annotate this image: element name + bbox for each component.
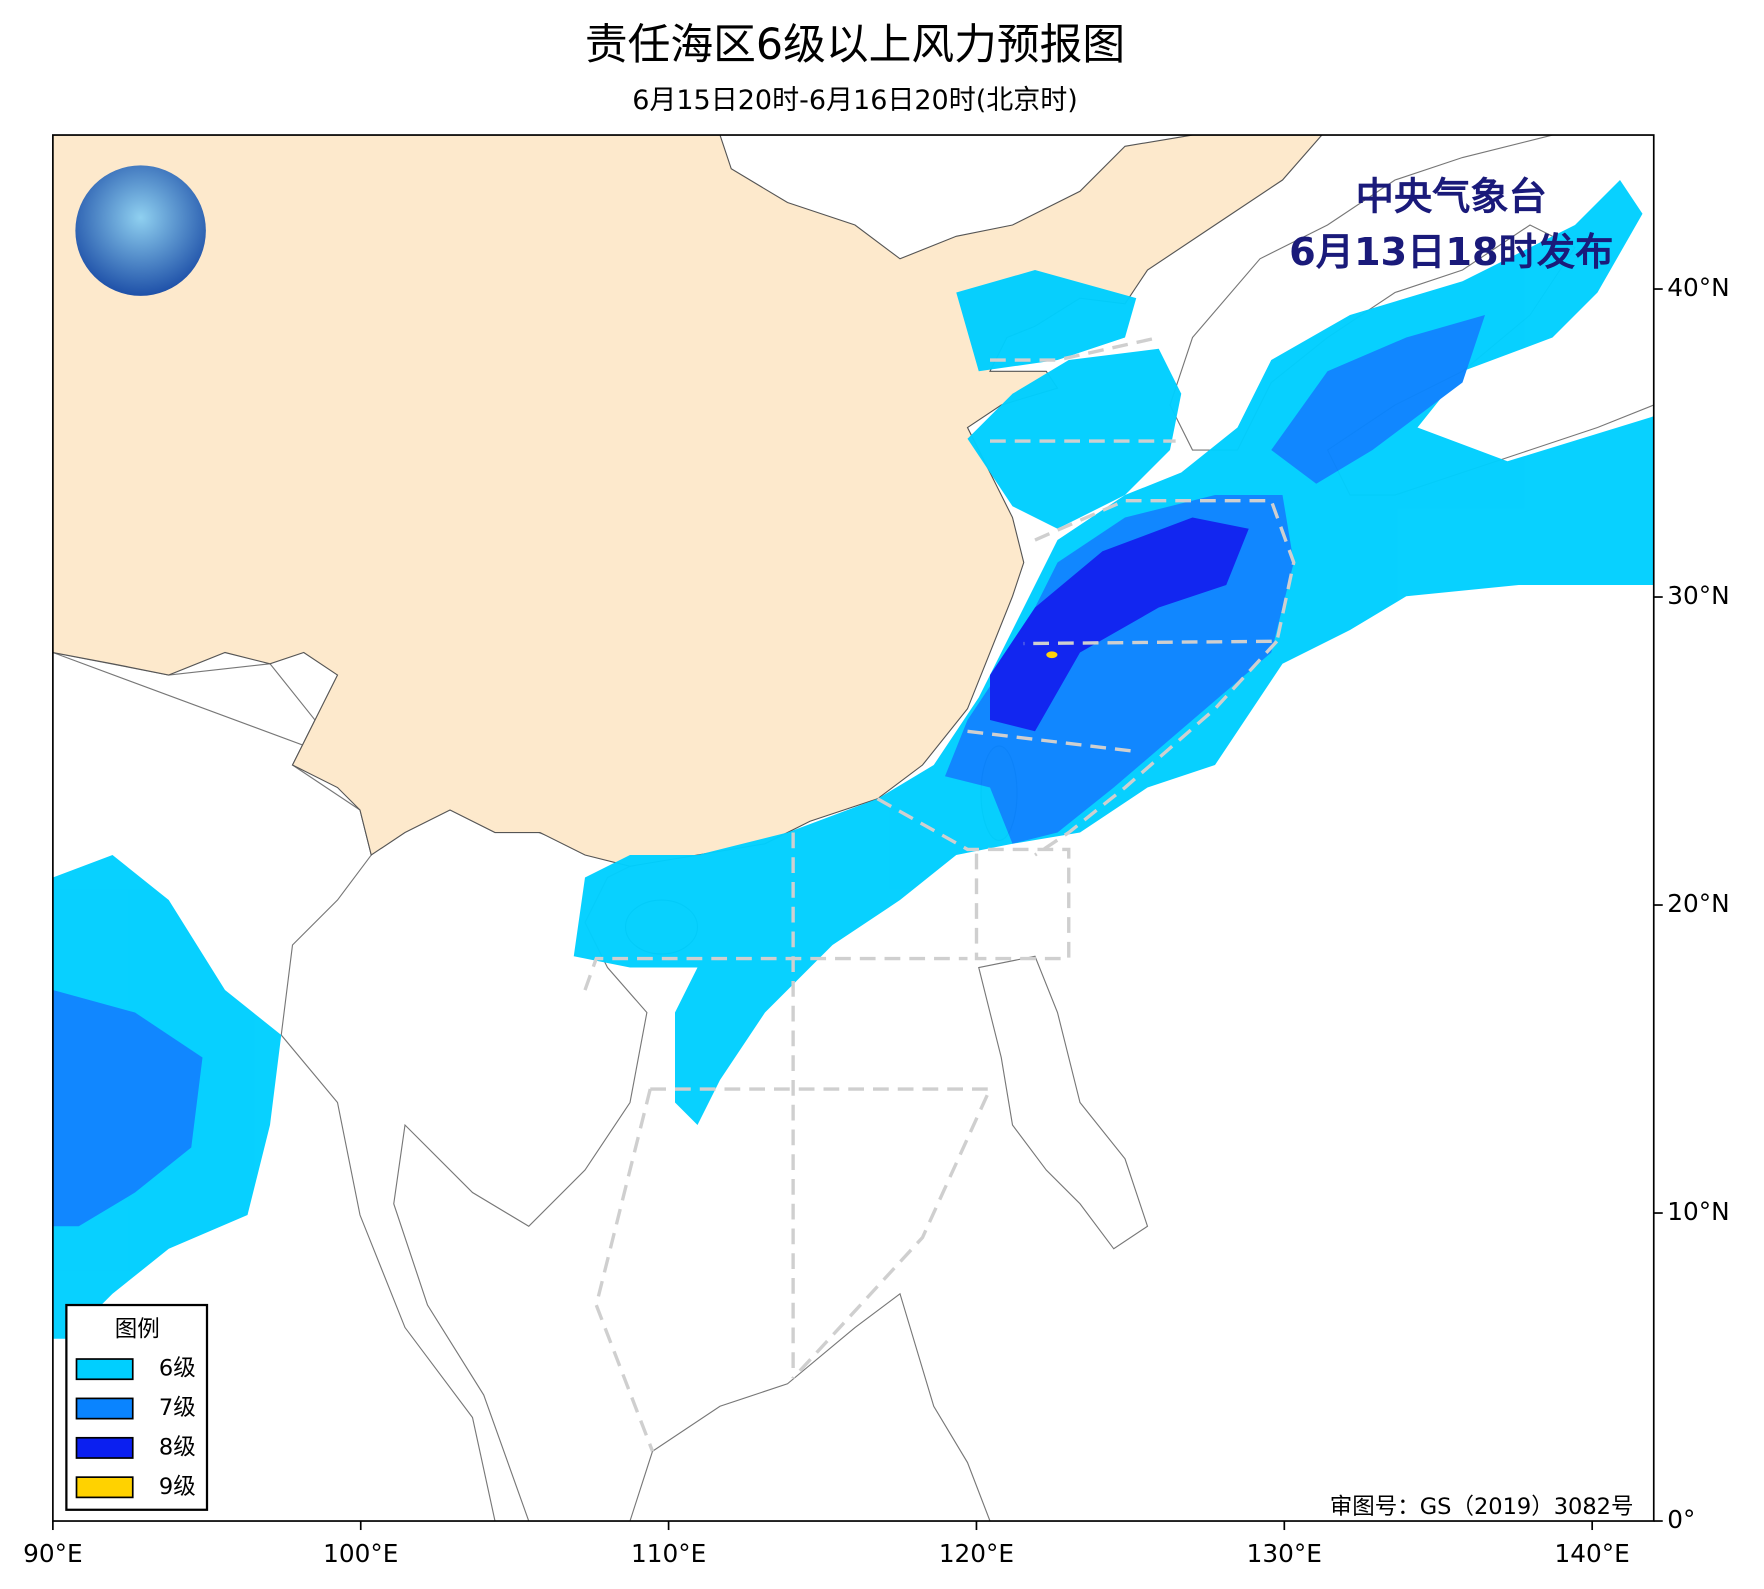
- land-outline: [629, 1292, 991, 1522]
- legend-label: 7级: [159, 1395, 196, 1421]
- x-tick-label: 140°E: [1555, 1539, 1630, 1568]
- title: 责任海区6级以上风力预报图: [585, 20, 1125, 70]
- legend-swatch: [75, 1476, 134, 1499]
- land-outline: [978, 955, 1149, 1250]
- subtitle: 6月15日20时-6月16日20时(北京时): [632, 85, 1078, 116]
- wind-7: [52, 990, 203, 1227]
- y-tick-label: 40°N: [1667, 273, 1729, 302]
- legend-swatch: [75, 1358, 134, 1381]
- map-frame: [52, 134, 1655, 1522]
- wind-7: [1271, 315, 1485, 484]
- wind-8: [990, 517, 1249, 732]
- wind-6: [967, 348, 1182, 529]
- wind-areas: [52, 180, 1654, 1339]
- legend-label: 6级: [159, 1356, 196, 1382]
- wind-9: [1046, 651, 1058, 659]
- legend-swatch: [75, 1397, 134, 1420]
- sea-area-boundaries: [583, 335, 1296, 1452]
- y-tick-label: 30°N: [1667, 581, 1729, 610]
- y-tick-label: 20°N: [1667, 889, 1729, 918]
- x-tick-label: 100°E: [323, 1539, 398, 1568]
- issuer: 中央气象台: [1356, 175, 1547, 220]
- legend-swatch: [75, 1436, 134, 1459]
- land-outline: [52, 651, 648, 1522]
- map: [52, 135, 1654, 1522]
- legend: 图例 6级 7级 8级 9级: [65, 1303, 209, 1511]
- x-tick-label: 120°E: [939, 1539, 1014, 1568]
- issue-time: 6月13日18时发布: [1289, 230, 1613, 275]
- y-tick-label: 10°N: [1667, 1197, 1729, 1226]
- x-tick-label: 90°E: [23, 1539, 83, 1568]
- legend-label: 9级: [159, 1474, 196, 1500]
- x-tick-label: 110°E: [631, 1539, 706, 1568]
- approval-number: 审图号：GS（2019）3082号: [1330, 1494, 1634, 1520]
- logo: [75, 165, 206, 296]
- x-tick-label: 130°E: [1247, 1539, 1322, 1568]
- y-tick-label: 0°: [1667, 1505, 1695, 1534]
- wind-6: [956, 270, 1137, 372]
- legend-title: 图例: [115, 1316, 160, 1342]
- legend-label: 8级: [159, 1434, 196, 1460]
